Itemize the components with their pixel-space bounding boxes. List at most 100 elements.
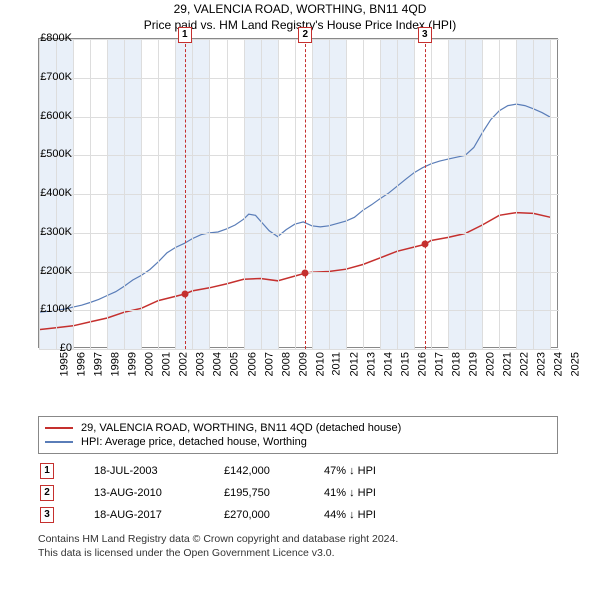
- chart-area: 123 £0£100K£200K£300K£400K£500K£600K£700…: [38, 38, 598, 378]
- event-date: 18-JUL-2003: [94, 465, 224, 477]
- gridline-v: [227, 39, 228, 349]
- gridline-h: [39, 194, 559, 195]
- y-tick-label: £300K: [40, 226, 72, 238]
- plot: 123: [38, 38, 558, 348]
- x-tick-label: 2005: [229, 352, 241, 376]
- event-row-marker: 3: [40, 507, 54, 523]
- gridline-h: [39, 349, 559, 350]
- x-tick-label: 2018: [451, 352, 463, 376]
- x-tick-label: 2006: [246, 352, 258, 376]
- gridline-v: [312, 39, 313, 349]
- x-tick-label: 2000: [144, 352, 156, 376]
- gridline-v: [90, 39, 91, 349]
- gridline-v: [244, 39, 245, 349]
- y-tick-label: £400K: [40, 187, 72, 199]
- x-tick-label: 2020: [485, 352, 497, 376]
- x-tick-label: 2008: [280, 352, 292, 376]
- event-dash-line: [305, 39, 306, 349]
- gridline-v: [499, 39, 500, 349]
- legend: 29, VALENCIA ROAD, WORTHING, BN11 4QD (d…: [38, 416, 558, 454]
- gridline-h: [39, 78, 559, 79]
- event-row: 2 13-AUG-2010£195,75041% ↓ HPI: [38, 482, 558, 504]
- gridline-v: [397, 39, 398, 349]
- y-tick-label: £100K: [40, 303, 72, 315]
- price-paid-dot: [302, 270, 309, 277]
- x-tick-label: 2014: [382, 352, 394, 376]
- gridline-v: [448, 39, 449, 349]
- x-tick-label: 2013: [365, 352, 377, 376]
- x-tick-label: 2022: [519, 352, 531, 376]
- gridline-v: [192, 39, 193, 349]
- event-row-marker: 1: [40, 463, 54, 479]
- event-pct: 44% ↓ HPI: [324, 509, 444, 521]
- legend-row: HPI: Average price, detached house, Wort…: [45, 435, 551, 449]
- gridline-v: [550, 39, 551, 349]
- y-tick-label: £800K: [40, 32, 72, 44]
- gridline-v: [346, 39, 347, 349]
- event-dash-line: [425, 39, 426, 349]
- x-tick-label: 2023: [536, 352, 548, 376]
- x-tick-label: 2017: [434, 352, 446, 376]
- gridline-v: [73, 39, 74, 349]
- gridline-h: [39, 117, 559, 118]
- y-tick-label: £500K: [40, 148, 72, 160]
- event-marker: 3: [418, 27, 432, 43]
- x-tick-label: 1995: [58, 352, 70, 376]
- gridline-v: [278, 39, 279, 349]
- event-pct: 41% ↓ HPI: [324, 487, 444, 499]
- event-pct: 47% ↓ HPI: [324, 465, 444, 477]
- footer-line-1: Contains HM Land Registry data © Crown c…: [38, 532, 558, 546]
- event-row: 3 18-AUG-2017£270,00044% ↓ HPI: [38, 504, 558, 526]
- event-row-marker: 2: [40, 485, 54, 501]
- event-marker: 1: [178, 27, 192, 43]
- y-tick-label: £200K: [40, 265, 72, 277]
- gridline-v: [414, 39, 415, 349]
- gridline-v: [482, 39, 483, 349]
- x-tick-label: 2001: [161, 352, 173, 376]
- legend-swatch: [45, 441, 73, 443]
- x-tick-label: 2003: [195, 352, 207, 376]
- legend-label: 29, VALENCIA ROAD, WORTHING, BN11 4QD (d…: [81, 422, 401, 434]
- gridline-h: [39, 272, 559, 273]
- x-tick-label: 2002: [178, 352, 190, 376]
- x-tick-label: 1996: [76, 352, 88, 376]
- event-date: 18-AUG-2017: [94, 509, 224, 521]
- x-tick-label: 2004: [212, 352, 224, 376]
- gridline-v: [533, 39, 534, 349]
- gridline-v: [209, 39, 210, 349]
- x-tick-label: 2025: [570, 352, 582, 376]
- x-tick-label: 1997: [93, 352, 105, 376]
- event-price: £270,000: [224, 509, 324, 521]
- x-tick-label: 2016: [417, 352, 429, 376]
- event-dash-line: [185, 39, 186, 349]
- price-paid-dot: [421, 241, 428, 248]
- event-price: £142,000: [224, 465, 324, 477]
- gridline-v: [295, 39, 296, 349]
- gridline-v: [107, 39, 108, 349]
- x-tick-label: 2015: [399, 352, 411, 376]
- x-tick-label: 2007: [263, 352, 275, 376]
- x-tick-label: 2012: [348, 352, 360, 376]
- legend-label: HPI: Average price, detached house, Wort…: [81, 436, 307, 448]
- event-price: £195,750: [224, 487, 324, 499]
- gridline-v: [363, 39, 364, 349]
- gridline-v: [380, 39, 381, 349]
- gridline-h: [39, 310, 559, 311]
- event-row: 1 18-JUL-2003£142,00047% ↓ HPI: [38, 460, 558, 482]
- x-tick-label: 1998: [110, 352, 122, 376]
- legend-row: 29, VALENCIA ROAD, WORTHING, BN11 4QD (d…: [45, 421, 551, 435]
- y-tick-label: £700K: [40, 71, 72, 83]
- gridline-v: [431, 39, 432, 349]
- x-tick-label: 2019: [468, 352, 480, 376]
- footer-line-2: This data is licensed under the Open Gov…: [38, 546, 558, 560]
- event-marker: 2: [298, 27, 312, 43]
- event-date: 13-AUG-2010: [94, 487, 224, 499]
- title-main: 29, VALENCIA ROAD, WORTHING, BN11 4QD: [0, 2, 600, 16]
- gridline-v: [158, 39, 159, 349]
- y-tick-label: £600K: [40, 110, 72, 122]
- x-tick-label: 2009: [297, 352, 309, 376]
- events-table: 1 18-JUL-2003£142,00047% ↓ HPI 2 13-AUG-201…: [38, 460, 558, 526]
- gridline-h: [39, 233, 559, 234]
- legend-swatch: [45, 427, 73, 429]
- footer: Contains HM Land Registry data © Crown c…: [38, 532, 558, 560]
